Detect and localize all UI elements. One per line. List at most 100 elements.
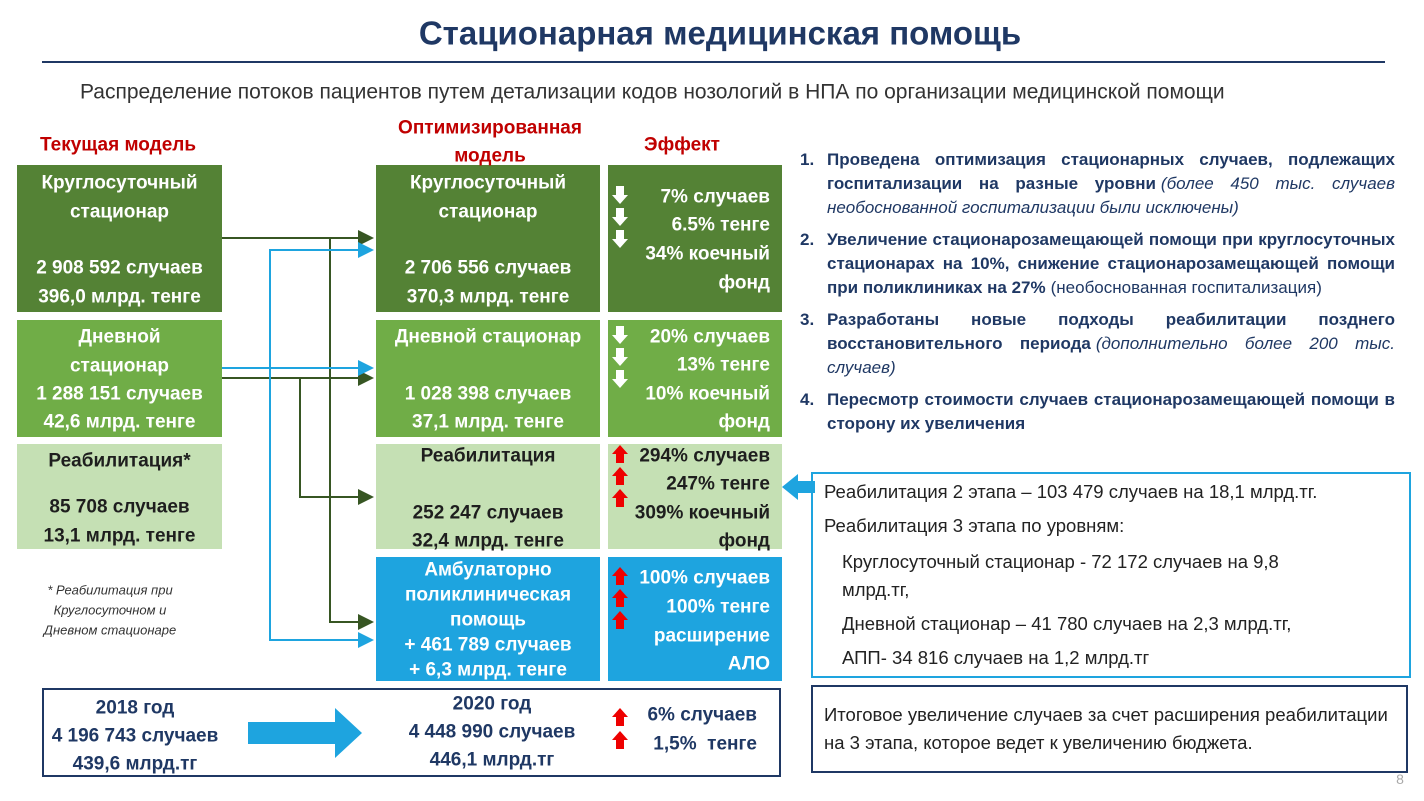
box-text: Реабилитация*: [48, 450, 191, 472]
model-box: [17, 444, 222, 549]
model-box: [376, 320, 600, 437]
box-text: 396,0 млрд. тенге: [38, 286, 201, 308]
box-text: 85 708 случаев: [49, 496, 190, 518]
rehab-frame: [811, 472, 1411, 678]
rehab-line: Реабилитация 2 этапа – 103 479 случаев н…: [824, 480, 1318, 502]
up-arrow: [612, 589, 628, 607]
box-text: Дневной стационар: [394, 326, 582, 348]
box-text: Амбулаторно: [424, 559, 552, 581]
summary-text: 446,1 млрд.тг: [429, 749, 555, 771]
effect-text: фонд: [718, 411, 770, 433]
page-number: 8: [1396, 771, 1404, 787]
point-body: Проведена оптимизация стационарных случа…: [827, 148, 1395, 220]
model-box: [608, 557, 782, 681]
left-arrow: [782, 474, 815, 500]
summary-text: 439,6 млрд.тг: [72, 753, 198, 775]
point: 3. Разработаны новые подходы реабилитации…: [800, 308, 1395, 380]
summary-text: 2020 год: [452, 693, 532, 715]
point-number: 4.: [800, 390, 815, 409]
point: 4. Пересмотр стоимости случаев стационаро…: [800, 388, 1395, 436]
box-text: 1 288 151 случаев: [36, 383, 203, 405]
box-text: 370,3 млрд. тенге: [406, 286, 570, 308]
effect-text: расширение: [653, 625, 770, 647]
up-arrow: [612, 467, 628, 485]
box-text: поликлиническая: [404, 584, 572, 606]
up-arrow: [612, 445, 628, 463]
point-body: Увеличение стационарозамещающей помощи п…: [827, 228, 1395, 300]
summary-frame: [42, 688, 781, 777]
subtitle: Распределение потоков пациентов путем де…: [80, 80, 1225, 104]
up-arrow: [612, 731, 628, 749]
effect-text: 7% случаев: [660, 186, 770, 208]
effect-text: 247% тенге: [666, 473, 770, 495]
point-bold: Разработаны новые подходы реабилитации п…: [827, 310, 1395, 353]
effect-text: фонд: [718, 530, 770, 552]
rehab-line: Реабилитация 3 этапа по уровням:: [824, 514, 1125, 536]
point: 1. Проведена оптимизация стационарных слу…: [800, 148, 1395, 220]
point-bold: Увеличение стационарозамещающей помощи п…: [827, 230, 1395, 297]
point-number: 3.: [800, 310, 815, 329]
connectors: [222, 230, 374, 648]
box-text: 252 247 случаев: [412, 502, 564, 524]
effect-text: АЛО: [727, 653, 770, 675]
big-arrow: [248, 708, 362, 758]
up-arrow: [612, 567, 628, 585]
summary-effect: 1,5% тенге: [653, 733, 757, 755]
point-number: 1.: [800, 150, 815, 169]
point-bold: Проведена оптимизация стационарных случа…: [827, 150, 1395, 193]
footnote: * Реабилитация при: [47, 582, 173, 598]
summary-text: 2018 год: [95, 697, 175, 719]
conclusion: Итоговое увеличение случаев за счет расш…: [824, 704, 1388, 753]
point-bold: Пересмотр стоимости случаев стационароза…: [827, 390, 1395, 433]
footnote: Дневном стационаре: [43, 622, 177, 638]
box-text: стационар: [69, 201, 170, 223]
down-arrow: [612, 370, 628, 388]
column-heading: Эффект: [644, 134, 720, 156]
conclusion-frame: [811, 685, 1408, 773]
box-text: стационар: [69, 355, 170, 377]
box-text: стационар: [438, 201, 538, 223]
box-text: 32,4 млрд. тенге: [412, 530, 564, 552]
rehab-line: Круглосуточный стационар - 72 172 случае…: [842, 550, 1279, 572]
box-text: Дневной: [78, 326, 161, 348]
point-body: Пересмотр стоимости случаев стационароза…: [827, 388, 1395, 436]
model-box: [17, 320, 222, 437]
box-text: + 6,3 млрд. тенге: [409, 659, 567, 681]
point: 2. Увеличение стационарозамещающей помощи…: [800, 228, 1395, 300]
effect-text: 20% случаев: [649, 326, 770, 348]
model-box: [608, 320, 782, 437]
effect-text: фонд: [718, 272, 770, 294]
box-text: 37,1 млрд. тенге: [412, 411, 564, 433]
down-arrow: [612, 186, 628, 204]
model-box: [376, 165, 600, 312]
footnote: Круглосуточном и: [53, 602, 167, 618]
down-arrow: [612, 230, 628, 248]
box-text: 1 028 398 случаев: [404, 383, 572, 405]
model-box: [376, 444, 600, 549]
up-arrow: [612, 489, 628, 507]
model-box: [608, 444, 782, 549]
effect-text: 34% коечный: [645, 243, 770, 265]
box-text: + 461 789 случаев: [404, 634, 572, 656]
effect-text: 294% случаев: [639, 445, 770, 467]
box-text: 2 908 592 случаев: [36, 257, 203, 279]
summary-text: 4 448 990 случаев: [408, 721, 576, 743]
effect-text: 309% коечный: [634, 502, 770, 524]
effect-text: 6.5% тенге: [671, 214, 770, 236]
effect-text: 100% тенге: [666, 596, 770, 618]
points-list: 1. Проведена оптимизация стационарных слу…: [800, 148, 1395, 444]
column-heading: Текущая модель: [39, 134, 197, 156]
box-text: 2 706 556 случаев: [404, 257, 572, 279]
rehab-line: млрд.тг,: [842, 578, 910, 600]
point-italic: (более 450 тыс. случаев необоснованной г…: [827, 174, 1395, 217]
box-text: 13,1 млрд. тенге: [43, 525, 196, 547]
down-arrow: [612, 208, 628, 226]
rehab-line: АПП- 34 816 случаев на 1,2 млрд.тг: [842, 646, 1150, 668]
model-box: [608, 165, 782, 312]
box-text: помощь: [450, 609, 526, 631]
title: Стационарная медицинская помощь: [418, 14, 1022, 52]
box-text: Реабилитация: [420, 445, 556, 467]
point-italic: (дополнительно более 200 тыс. случаев): [827, 334, 1395, 377]
model-box: [17, 165, 222, 312]
